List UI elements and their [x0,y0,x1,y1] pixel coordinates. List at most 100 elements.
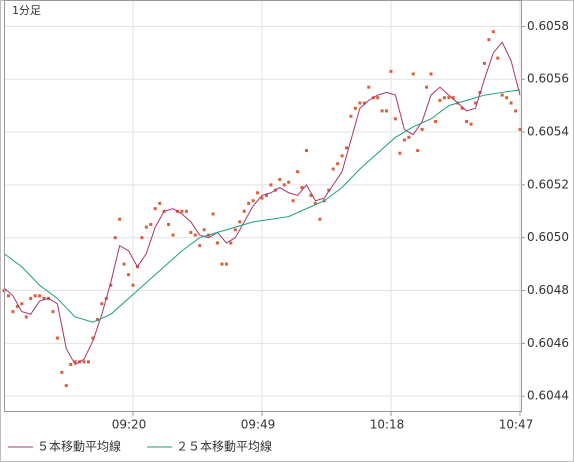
data-point [474,101,478,105]
data-point [491,30,495,34]
data-point [518,127,522,131]
data-point [304,149,308,153]
data-point [158,201,162,205]
data-point [224,262,228,266]
data-point [233,228,237,232]
data-point [113,236,117,240]
data-point [42,296,46,300]
data-point [87,360,91,364]
data-point [300,186,304,190]
data-point [327,188,331,192]
data-point [465,119,469,123]
data-point [433,119,437,123]
data-point [318,217,322,221]
data-point [131,283,135,287]
data-point [282,183,286,187]
series-line [3,89,521,323]
data-point [6,294,10,298]
data-point [309,193,313,197]
data-point [367,85,371,89]
data-point [109,283,113,287]
data-point [11,310,15,314]
data-point [509,101,513,105]
y-tick-label: 0.6048 [527,283,569,297]
data-point [500,93,504,97]
data-point [389,69,393,73]
data-point [238,220,242,224]
data-point [73,360,77,364]
data-point [220,262,224,266]
data-point [460,106,464,110]
data-point [429,72,433,76]
data-point [505,96,509,100]
data-point [33,294,37,298]
data-point [82,360,86,364]
data-point [362,101,366,105]
data-point [349,114,353,118]
data-point [451,96,455,100]
data-point [242,209,246,213]
data-point [91,336,95,340]
y-tick-label: 0.6044 [527,389,569,403]
data-point [269,183,273,187]
data-point [55,336,59,340]
data-point [264,193,268,197]
data-point [216,241,220,245]
data-point [95,318,99,322]
data-point [420,127,424,131]
data-point [256,191,260,195]
data-point [193,233,197,237]
data-point [487,38,491,42]
data-point [149,222,153,226]
y-tick-label: 0.6056 [527,72,569,86]
data-point [171,233,175,237]
data-point [69,362,73,366]
y-tick-label: 0.6050 [527,230,569,244]
data-point [411,72,415,76]
y-tick-label: 0.6054 [527,125,569,139]
data-point [380,109,384,113]
legend-label: ２５本移動平均線 [176,439,272,454]
series-line [3,41,521,366]
data-point [60,370,64,374]
y-tick-label: 0.6058 [527,19,569,33]
data-point [229,241,233,245]
data-point [29,296,33,300]
data-point [198,244,202,248]
data-point [331,167,335,171]
data-point [291,199,295,203]
data-point [122,262,126,266]
data-point [278,178,282,182]
y-tick-label: 0.6046 [527,336,569,350]
data-point [447,96,451,100]
data-point [340,154,344,158]
data-point [482,61,486,65]
y-tick-label: 0.6052 [527,177,569,191]
data-point [211,212,215,216]
data-point [100,302,104,306]
data-point [336,162,340,166]
x-tick-label: 09:49 [241,418,276,432]
data-point [353,106,357,110]
data-point [287,180,291,184]
data-point [514,109,518,113]
data-point [180,209,184,213]
data-point [345,146,349,150]
data-point [153,207,157,211]
x-tick-label: 10:47 [499,418,534,432]
data-point [251,199,255,203]
x-tick-label: 10:18 [370,418,405,432]
data-point [296,170,300,174]
data-point [24,315,28,319]
data-point [247,201,251,205]
data-point [51,310,55,314]
legend-label: ５本移動平均線 [37,439,121,454]
plot-border [4,0,522,412]
data-point [144,225,148,229]
data-point [469,122,473,126]
x-tick-label: 09:20 [112,418,147,432]
data-point [407,135,411,139]
data-point [202,228,206,232]
